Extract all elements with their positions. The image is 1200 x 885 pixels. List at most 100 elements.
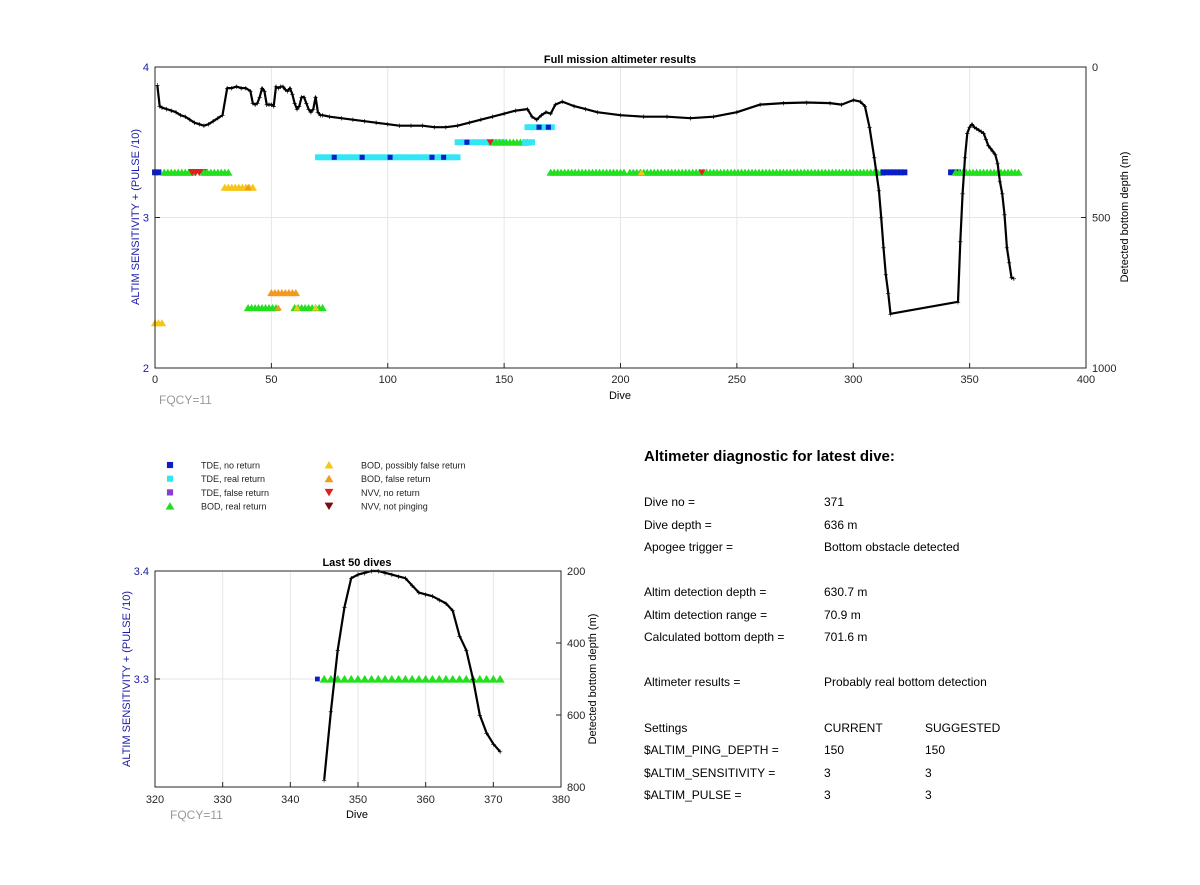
chart2-depth-point: + <box>382 568 387 578</box>
chart1-depth-point: + <box>294 105 299 115</box>
setting-current-ping-depth: 150 <box>824 743 844 757</box>
chart1-depth-point: + <box>976 126 981 136</box>
chart1-depth-point: + <box>315 108 320 118</box>
chart2-depth-point: + <box>450 606 455 616</box>
chart1-depth-point: + <box>273 82 278 92</box>
chart1-depth-point: + <box>979 127 984 137</box>
chart-full-mission: Full mission altimeter results +++ + + + + + +… <box>130 0 1131 407</box>
chart1-marker-tde-real-return <box>525 139 532 146</box>
chart1-depth-point: + <box>290 90 295 100</box>
chart1-xtick-label: 200 <box>611 374 629 386</box>
chart2-depth-point: + <box>484 729 489 739</box>
chart1-marker-tde-real-return <box>342 154 349 161</box>
chart1-depth-point: + <box>876 186 881 196</box>
chart1-depth-point: + <box>306 105 311 115</box>
legend-marker-tde-no-return <box>166 461 174 469</box>
chart1-depth-point: + <box>972 123 977 133</box>
legend-label: TDE, no return <box>201 461 260 471</box>
chart2-points <box>315 674 505 683</box>
chart2-fqcy: FQCY=11 <box>170 808 223 822</box>
chart1-depth-point: + <box>888 309 893 319</box>
chart2-yticks: 3.3 3.4 <box>134 566 160 686</box>
chart1-depth-point: + <box>238 84 243 94</box>
chart1-marker-tde-real-return <box>398 154 405 161</box>
chart1-depth-point: + <box>269 100 274 110</box>
chart1-depth-point: + <box>455 121 460 131</box>
chart1-marker-tde-real-return <box>451 154 458 161</box>
chart2-depth-point: + <box>389 570 394 580</box>
chart1-depth-point: + <box>385 120 390 130</box>
chart1-xtick-label: 0 <box>152 374 158 386</box>
settings-header-suggested: SUGGESTED <box>925 721 1001 735</box>
chart1-depth-point: + <box>560 97 565 107</box>
chart1-ytick-label: 2 <box>143 363 149 375</box>
chart1-y2label: Detected bottom depth (m) <box>1119 152 1131 283</box>
chart1-ytick-label: 4 <box>143 62 149 74</box>
chart2-marker-bod-real-return <box>475 674 485 683</box>
chart1-depth-point: + <box>983 135 988 145</box>
chart1-depth-point: + <box>960 189 965 199</box>
chart1-depth-point: + <box>201 121 206 131</box>
chart1-y2tick-label: 500 <box>1092 213 1110 225</box>
chart1-marker-tde-no-return <box>887 169 894 176</box>
chart1-depth-point: + <box>886 288 891 298</box>
chart1-depth-point: + <box>1002 210 1007 220</box>
chart2-marker-bod-real-return <box>448 674 458 683</box>
chart-last-50: Last 50 dives +++++ + + + + + + + +++ + + + ++++++++… <box>121 557 599 822</box>
chart2-marker-bod-real-return <box>353 674 363 683</box>
chart1-depth-point: + <box>595 108 600 118</box>
chart1-y2tick-label: 1000 <box>1092 363 1116 375</box>
chart1-depth-point: + <box>280 82 285 92</box>
chart2-xticks: 320 330 340 350 360 370 380 <box>146 782 570 806</box>
chart2-marker-bod-real-return <box>360 674 370 683</box>
chart1-depth-point: + <box>173 108 178 118</box>
chart1-xticks: 0 50 100 150 200 250 300 350 400 <box>152 363 1095 386</box>
chart1-marker-tde-real-return <box>423 154 430 161</box>
chart2-marker-bod-real-return <box>421 674 431 683</box>
chart1-marker-tde-real-return <box>325 154 332 161</box>
chart2-xtick-label: 330 <box>213 794 231 806</box>
chart2-marker-bod-real-return <box>319 674 329 683</box>
chart1-depth-point: + <box>539 111 544 121</box>
chart2-depth-point: + <box>464 646 469 656</box>
chart2-marker-bod-real-return <box>441 674 451 683</box>
chart1-depth-point: + <box>986 141 991 151</box>
chart1-depth-point: + <box>287 84 292 94</box>
chart1-marker-tde-no-return <box>891 169 897 176</box>
diag-value-bottom-depth: 701.6 m <box>824 630 867 644</box>
chart1-marker-tde-real-return <box>472 139 478 146</box>
chart1-depth-point: + <box>583 105 588 115</box>
chart1-depth-point: + <box>259 84 264 94</box>
chart1-marker-tde-real-return <box>479 139 485 146</box>
chart1-marker-tde-no-return <box>464 139 470 145</box>
chart1-depth-point: + <box>443 123 448 133</box>
chart2-y2ticks: 200 400 600 800 <box>556 566 585 794</box>
chart1-depth-point: + <box>169 106 174 116</box>
diag-label-bottom-depth: Calculated bottom depth = <box>644 630 784 644</box>
chart2-xtick-label: 350 <box>349 794 367 806</box>
chart1-marker-bod-possibly-false <box>157 319 167 327</box>
chart1-depth-point: + <box>183 112 188 122</box>
chart1-depth-series: +++ + + + + + + + + + + + + ++ + + + + +++++++++++++++++++… <box>155 0 1021 319</box>
chart1-depth-point: + <box>525 105 530 115</box>
chart1-depth-point: + <box>215 114 220 124</box>
chart1-depth-point: + <box>993 150 998 160</box>
chart1-xtick-label: 350 <box>960 374 978 386</box>
chart1-marker-bod-real-return <box>224 168 233 176</box>
chart1-fqcy: FQCY=11 <box>159 393 212 407</box>
chart2-depth-point: + <box>328 707 333 717</box>
legend-marker-bod-real-return <box>165 502 175 510</box>
chart1-marker-tde-no-return <box>948 169 954 176</box>
chart1-depth-point: + <box>872 153 877 163</box>
chart1-depth-point: + <box>220 111 225 121</box>
chart1-xtick-label: 50 <box>265 374 277 386</box>
chart1-marker-tde-no-return <box>536 124 542 130</box>
chart1-depth-point: + <box>758 100 763 110</box>
chart2-marker-bod-real-return <box>461 674 471 683</box>
chart1-depth-point: + <box>804 98 809 108</box>
chart1-title: Full mission altimeter results <box>544 54 696 66</box>
chart2-depth-line <box>323 569 501 780</box>
chart1-depth-point: + <box>432 123 437 133</box>
diag-value-dive-depth: 636 m <box>824 518 857 532</box>
chart1-depth-point: + <box>1009 273 1014 283</box>
